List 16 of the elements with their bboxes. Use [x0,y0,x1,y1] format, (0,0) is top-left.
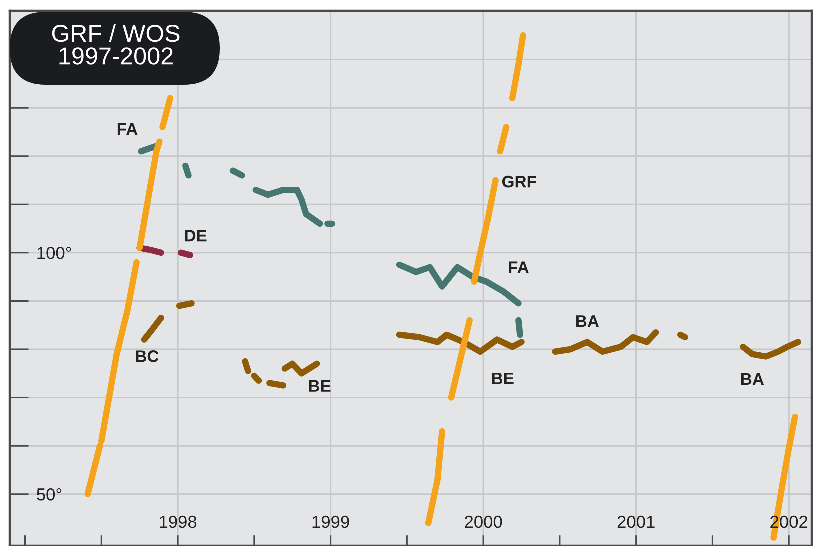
series-label: BC [136,350,159,362]
x-tick-label: 2000 [465,516,502,528]
series-label: BA [742,374,764,386]
series-label: GRF [502,176,536,188]
series-label: BE [492,372,514,384]
series-label: DE [185,230,207,242]
text: GRF / WOS 1997-2002 [52,24,180,65]
y-tick-label: 100° [38,247,72,260]
x-tick-label: 2001 [618,516,655,528]
series-label: FA [509,262,529,274]
x-tick-label: 1999 [312,516,350,528]
series-label: FA [118,124,138,135]
series-label: BE [309,380,331,392]
y-tick-label: 50° [37,488,62,501]
x-tick-label: 1998 [160,516,197,528]
series-label: BA [576,316,600,328]
